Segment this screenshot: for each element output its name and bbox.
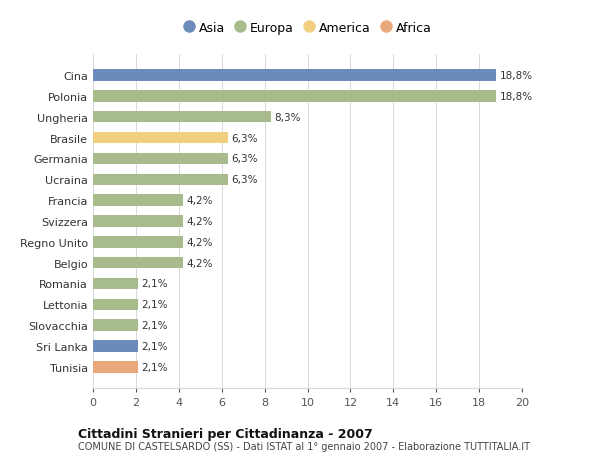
Bar [93,174,228,185]
Text: 6,3%: 6,3% [232,175,258,185]
Text: 2,1%: 2,1% [141,300,168,310]
Text: 2,1%: 2,1% [141,362,168,372]
Bar [93,341,138,352]
Bar [93,361,138,373]
Text: 8,3%: 8,3% [274,112,301,123]
Text: 2,1%: 2,1% [141,341,168,351]
Text: 4,2%: 4,2% [187,217,213,226]
Bar [93,278,138,290]
Text: 18,8%: 18,8% [499,71,533,81]
Text: 2,1%: 2,1% [141,279,168,289]
Bar [93,153,228,165]
Text: 4,2%: 4,2% [187,258,213,268]
Bar [93,216,183,227]
Bar [93,257,183,269]
Bar [93,299,138,310]
Text: 6,3%: 6,3% [232,133,258,143]
Bar [93,320,138,331]
Text: 6,3%: 6,3% [232,154,258,164]
Text: 4,2%: 4,2% [187,196,213,206]
Text: 4,2%: 4,2% [187,237,213,247]
Text: Cittadini Stranieri per Cittadinanza - 2007: Cittadini Stranieri per Cittadinanza - 2… [78,427,373,440]
Bar [93,91,496,102]
Bar [93,133,228,144]
Bar [93,195,183,207]
Bar [93,236,183,248]
Bar [93,112,271,123]
Text: 2,1%: 2,1% [141,320,168,330]
Text: 18,8%: 18,8% [499,92,533,102]
Bar [93,70,496,82]
Text: COMUNE DI CASTELSARDO (SS) - Dati ISTAT al 1° gennaio 2007 - Elaborazione TUTTIT: COMUNE DI CASTELSARDO (SS) - Dati ISTAT … [78,441,530,451]
Legend: Asia, Europa, America, Africa: Asia, Europa, America, Africa [180,18,435,39]
